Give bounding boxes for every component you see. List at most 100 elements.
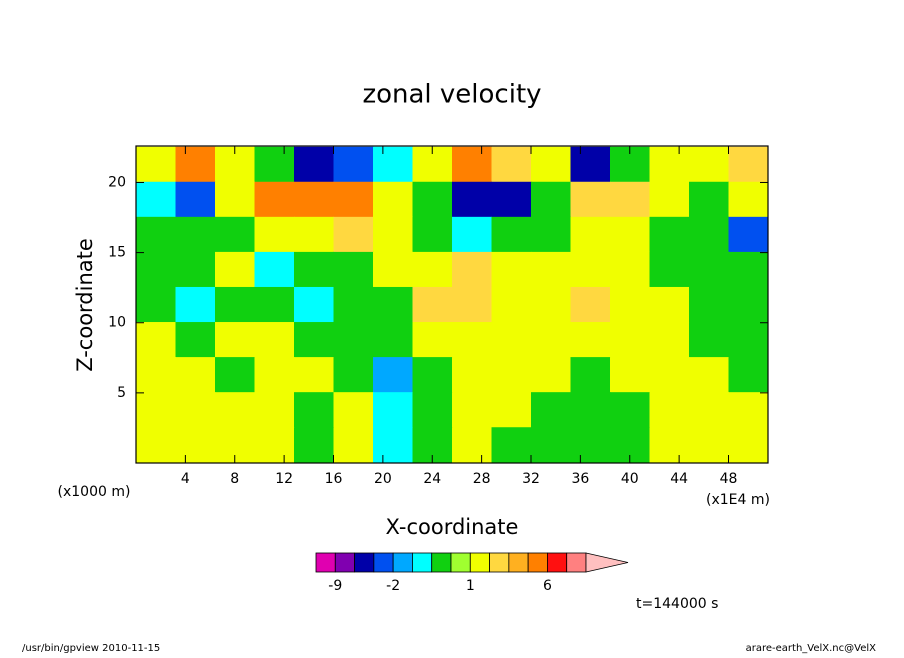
field-cell	[294, 286, 334, 323]
plot-frame	[135, 145, 769, 464]
field-cell	[452, 392, 492, 428]
field-cell	[728, 427, 769, 463]
field-cell	[175, 286, 216, 323]
field-cell	[373, 251, 413, 288]
field-cell	[175, 251, 216, 288]
field-cell	[136, 251, 176, 288]
field-cell	[452, 357, 492, 393]
field-cell	[175, 357, 216, 393]
y-tick-label: 15	[108, 245, 126, 261]
field-cell	[373, 392, 413, 428]
x-unit: (x1E4 m)	[706, 492, 770, 508]
field-cell	[531, 286, 571, 323]
field-cell	[649, 392, 690, 428]
field-cell	[136, 322, 176, 358]
field-cell	[412, 322, 453, 358]
field-cell	[491, 146, 532, 183]
field-cell	[175, 216, 216, 253]
field-cell	[728, 392, 769, 428]
colorbar-segment	[489, 552, 510, 573]
field-cell	[175, 181, 216, 218]
colorbar-segment	[334, 552, 355, 573]
field-cell	[649, 251, 690, 288]
field-cell	[215, 357, 255, 393]
y-tick-label: 20	[108, 174, 126, 190]
field-cell	[610, 322, 650, 358]
field-cell	[649, 427, 690, 463]
x-tick-label: 40	[621, 471, 639, 487]
field-cell	[254, 181, 295, 218]
colorbar-segment	[392, 552, 413, 573]
field-cell	[689, 357, 729, 393]
field-cell	[333, 392, 374, 428]
field-cell	[649, 357, 690, 393]
field-cell	[215, 216, 255, 253]
field-cell	[333, 322, 374, 358]
field-cell	[452, 216, 492, 253]
field-cell	[333, 286, 374, 323]
x-axis-label: X-coordinate	[386, 515, 519, 539]
field-cell	[294, 322, 334, 358]
x-tick-label: 44	[670, 471, 688, 487]
colorbar-segment	[373, 552, 394, 573]
x-tick-label: 12	[275, 471, 293, 487]
field-cell	[412, 251, 453, 288]
field-cell	[412, 216, 453, 253]
field-cell	[689, 322, 729, 358]
field-cell	[452, 286, 492, 323]
field-cell	[728, 322, 769, 358]
field-cell	[689, 286, 729, 323]
field-cell	[570, 251, 611, 288]
field-cell	[570, 181, 611, 218]
field-cell	[531, 181, 571, 218]
field-cell	[610, 357, 650, 393]
field-cell	[649, 216, 690, 253]
field-cell	[728, 286, 769, 323]
field-cell	[728, 357, 769, 393]
field-cell	[491, 392, 532, 428]
colorbar-segment	[450, 552, 471, 573]
field-cell	[373, 357, 413, 393]
field-cell	[570, 216, 611, 253]
field-cell	[491, 357, 532, 393]
field-cell	[175, 392, 216, 428]
field-cell	[610, 392, 650, 428]
field-cell	[412, 286, 453, 323]
field-cell	[689, 427, 729, 463]
field-cell	[412, 392, 453, 428]
field-cell	[136, 392, 176, 428]
field-cell	[570, 392, 611, 428]
field-cell	[254, 251, 295, 288]
field-cell	[175, 146, 216, 183]
field-cell	[452, 427, 492, 463]
field-cell	[254, 146, 295, 183]
field-cell	[294, 251, 334, 288]
field-cell	[136, 181, 176, 218]
field-cell	[728, 216, 769, 253]
colorbar-tick-label: -2	[386, 578, 400, 594]
colorbar-segment	[547, 552, 568, 573]
colorbar-segment	[315, 552, 336, 573]
field-cell	[373, 322, 413, 358]
field-cell	[294, 216, 334, 253]
field-cell	[610, 181, 650, 218]
field-cell	[333, 251, 374, 288]
field-cell	[175, 427, 216, 463]
field-cell	[491, 216, 532, 253]
field-cell	[570, 427, 611, 463]
colorbar-segment	[431, 552, 452, 573]
field-cell	[333, 216, 374, 253]
field-cell	[136, 216, 176, 253]
colorbar-extension	[585, 552, 629, 573]
x-tick-label: 36	[571, 471, 589, 487]
field-cell	[610, 251, 650, 288]
field-cell	[254, 322, 295, 358]
field-cell	[254, 427, 295, 463]
field-cell	[689, 216, 729, 253]
y-tick-label: 10	[108, 315, 126, 331]
field-cell	[254, 286, 295, 323]
field-cell	[333, 146, 374, 183]
field-cell	[333, 357, 374, 393]
